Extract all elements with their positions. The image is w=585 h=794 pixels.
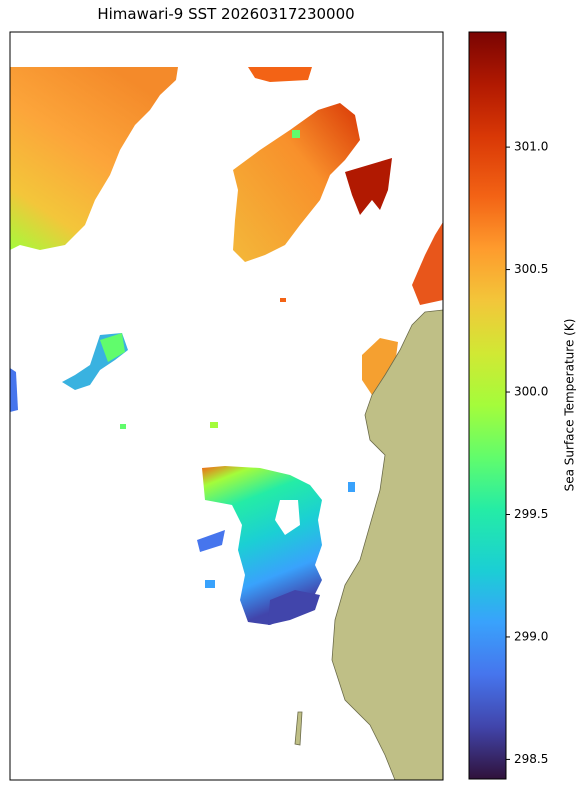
- sst-patch: [233, 103, 360, 262]
- gap: [275, 500, 300, 535]
- sst-patch: [362, 338, 398, 395]
- colorbar: Sea Surface Temperature (K) 298.5 299.0 29…: [468, 31, 577, 780]
- sst-patch: [345, 158, 392, 215]
- sst-patch: [205, 580, 215, 588]
- sst-patch: [248, 67, 312, 82]
- map: [9, 31, 444, 781]
- colorbar-tick-label: 300.0: [514, 385, 548, 399]
- sst-patch: [10, 67, 178, 250]
- sst-patch: [120, 424, 126, 429]
- sst-patch: [268, 590, 320, 625]
- colorbar-gradient: [468, 31, 507, 780]
- island: [294, 711, 303, 746]
- sst-patch: [348, 482, 355, 492]
- sst-patch: [292, 130, 300, 138]
- map-frame: [9, 31, 444, 781]
- sst-patch: [10, 368, 18, 412]
- colorbar-tick-label: 299.5: [514, 507, 548, 521]
- colorbar-tick-label: 299.0: [514, 629, 548, 643]
- sst-patch: [197, 530, 225, 552]
- sst-patch: [210, 422, 218, 428]
- colorbar-label: Sea Surface Temperature (K): [563, 319, 577, 492]
- chart-title: Himawari-9 SST 20260317230000: [97, 5, 354, 23]
- land: [331, 309, 444, 781]
- sst-patch: [100, 333, 125, 362]
- colorbar-tick-label: 301.0: [514, 140, 548, 154]
- sst-patch: [412, 222, 443, 305]
- sst-patch: [280, 298, 286, 302]
- colorbar-tick-label: 298.5: [514, 752, 548, 766]
- colorbar-tick-label: 300.5: [514, 262, 548, 276]
